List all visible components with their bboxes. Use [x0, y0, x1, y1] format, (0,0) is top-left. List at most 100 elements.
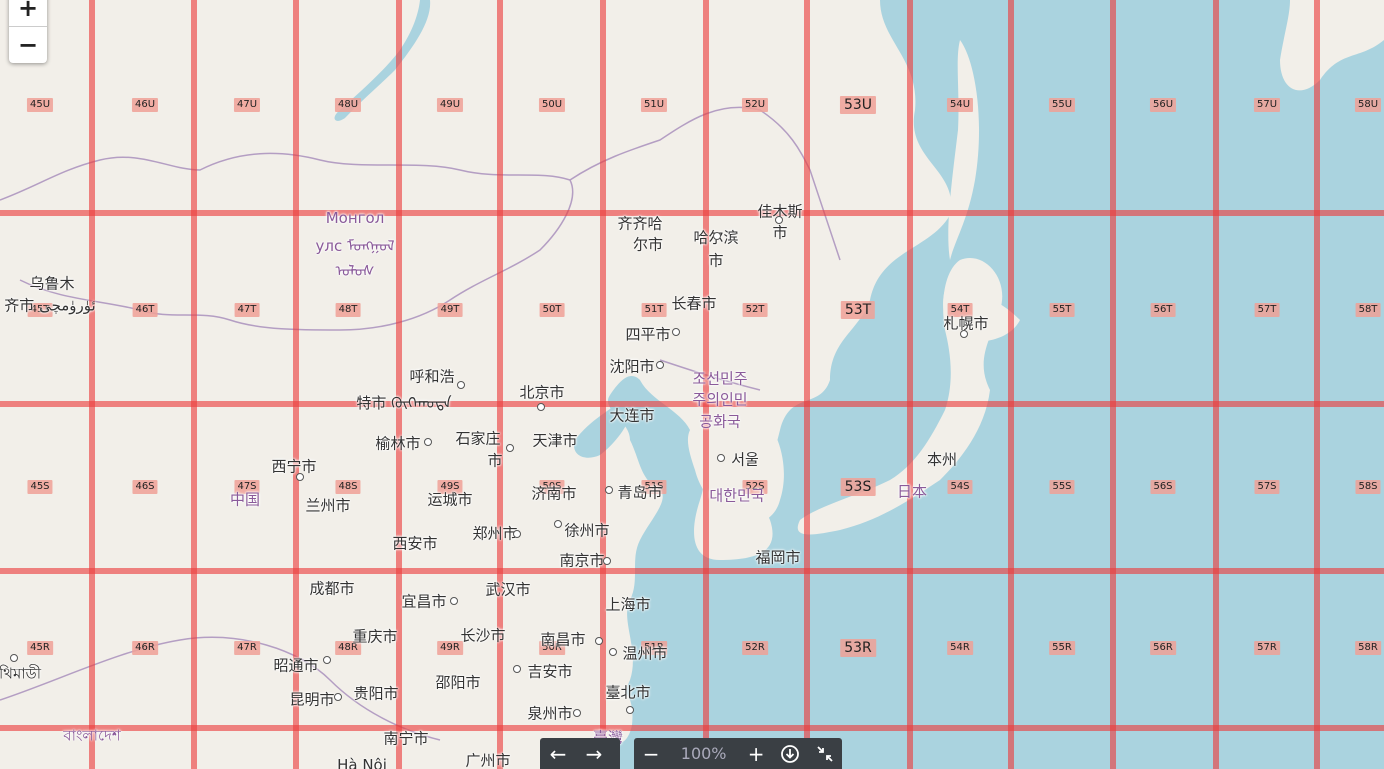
grid-line-vertical — [1314, 0, 1320, 769]
grid-zone-label: 57S — [1254, 480, 1280, 494]
arrow-left-icon: ← — [549, 741, 567, 766]
city-label: 兰州市 — [305, 496, 351, 515]
grid-zone-label: 51R — [641, 641, 667, 655]
city-marker-dot — [296, 473, 304, 481]
city-marker-dot — [656, 361, 664, 369]
city-label: 四平市 — [625, 325, 671, 344]
city-marker-dot — [513, 530, 521, 538]
city-label: 贵阳市 — [353, 684, 399, 703]
city-marker-dot — [323, 656, 331, 664]
grid-zone-label: 45R — [27, 641, 53, 655]
grid-line-vertical — [600, 0, 606, 769]
grid-zone-label: 58T — [1355, 303, 1381, 317]
city-label: 济南市 — [531, 484, 577, 503]
hokkaido-land — [943, 289, 1020, 342]
city-label: 武汉市 — [485, 580, 531, 599]
city-label: 吉安市 — [527, 662, 573, 681]
city-marker-dot — [573, 709, 581, 717]
grid-zone-label: 50U — [538, 98, 566, 112]
sakhalin-land — [948, 40, 980, 260]
country-label: ᠤᠯᠤᠰ — [335, 262, 375, 280]
grid-line-horizontal — [0, 401, 1384, 407]
city-marker-dot — [457, 381, 465, 389]
grid-zone-label: 47U — [233, 98, 261, 112]
toolbar-zoom-in-button[interactable]: + — [747, 741, 765, 766]
arrow-right-icon: → — [585, 741, 603, 766]
city-label: 榆林市 — [375, 434, 421, 453]
grid-zone-label: 46R — [132, 641, 158, 655]
grid-line-vertical — [89, 0, 95, 769]
forward-button[interactable]: → — [576, 738, 612, 769]
city-marker-dot — [450, 597, 458, 605]
city-label: 南昌市 — [540, 630, 586, 649]
city-label: 西安市 — [392, 534, 438, 553]
city-label: 乌鲁木 — [29, 274, 75, 293]
grid-zone-label: 54R — [947, 641, 973, 655]
grid-zone-label: 55U — [1048, 98, 1076, 112]
grid-zone-label: 51T — [641, 303, 667, 317]
grid-zone-label: 56U — [1149, 98, 1177, 112]
city-marker-dot — [334, 693, 342, 701]
grid-line-vertical — [191, 0, 197, 769]
zoom-toolbar: − 100% + — [634, 738, 842, 769]
grid-zone-label: 52U — [741, 98, 769, 112]
country-label: Монгол — [325, 209, 385, 227]
grid-zone-label: 55R — [1049, 641, 1075, 655]
grid-zone-label: 51U — [640, 98, 668, 112]
back-button[interactable]: ← — [540, 738, 576, 769]
city-label: Hà Nội — [337, 756, 387, 769]
city-label: 市 — [772, 223, 788, 242]
download-button[interactable] — [773, 738, 807, 769]
grid-zone-label: 47T — [234, 303, 260, 317]
grid-zone-label: 57T — [1254, 303, 1280, 317]
grid-line-vertical — [1213, 0, 1219, 769]
city-label: 运城市 — [427, 490, 473, 509]
city-marker-dot — [626, 706, 634, 714]
city-label: 尔市 — [632, 235, 664, 254]
city-label: 成都市 — [309, 579, 355, 598]
country-label: 日本 — [896, 482, 928, 501]
collapse-button[interactable] — [808, 738, 842, 769]
kamchatka-land — [1280, 0, 1384, 91]
grid-zone-label: 56R — [1150, 641, 1176, 655]
grid-zone-label: 47R — [234, 641, 260, 655]
grid-line-vertical — [703, 0, 709, 769]
country-label: 대한민국 — [709, 486, 765, 505]
grid-zone-label: 58S — [1355, 480, 1381, 494]
city-label: 市 — [708, 251, 724, 270]
grid-zone-label: 50T — [539, 303, 565, 317]
city-label: 上海市 — [605, 595, 651, 614]
grid-line-vertical — [1008, 0, 1014, 769]
grid-zone-label: 46T — [132, 303, 158, 317]
grid-zone-label: 57U — [1253, 98, 1281, 112]
city-label: 佳木斯 — [757, 202, 803, 221]
grid-line-vertical — [293, 0, 299, 769]
grid-line-vertical — [497, 0, 503, 769]
grid-zone-label: 53U — [839, 96, 877, 114]
city-marker-dot — [609, 648, 617, 656]
city-label: 石家庄 — [455, 429, 501, 448]
city-label: 齐市 ئۈرۈمچى — [4, 296, 96, 315]
grid-zone-label: 45T — [27, 303, 53, 317]
grid-line-vertical — [804, 0, 810, 769]
city-marker-dot — [713, 232, 721, 240]
city-label: 郑州市 — [472, 524, 518, 543]
city-label: 本州 — [926, 450, 958, 469]
grid-zone-label: 54U — [946, 98, 974, 112]
grid-zone-label: 58U — [1354, 98, 1382, 112]
country-label: 조선민주 — [692, 369, 748, 388]
grid-zone-label: 45U — [26, 98, 54, 112]
zoom-out-button[interactable]: − — [9, 26, 47, 63]
toolbar-zoom-out-button[interactable]: − — [642, 741, 660, 766]
grid-zone-label: 46S — [132, 480, 158, 494]
zoom-in-button[interactable]: + — [17, 0, 39, 22]
city-label: 青岛市 — [617, 483, 663, 502]
grid-zone-label: 54T — [947, 303, 973, 317]
grid-line-horizontal — [0, 210, 1384, 216]
grid-zone-label: 52S — [742, 480, 768, 494]
city-label: 长春市 — [671, 294, 717, 313]
city-label: 大连市 — [609, 406, 655, 425]
city-marker-dot — [960, 330, 968, 338]
